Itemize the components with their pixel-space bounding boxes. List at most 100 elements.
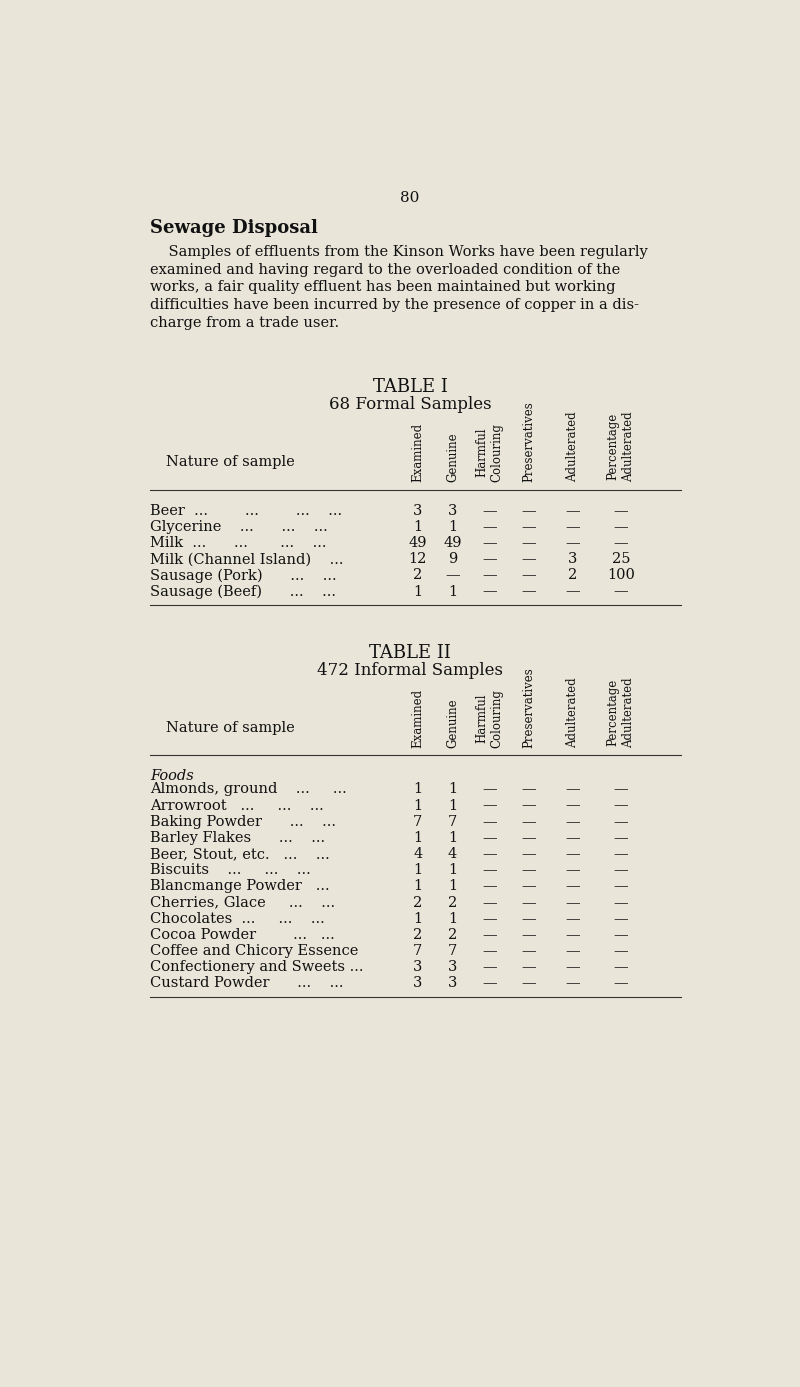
Text: Preservatives: Preservatives: [522, 667, 535, 748]
Text: 1: 1: [448, 911, 457, 925]
Text: 2: 2: [413, 569, 422, 583]
Text: —: —: [566, 976, 580, 990]
Text: —: —: [614, 503, 628, 517]
Text: —: —: [566, 814, 580, 829]
Text: —: —: [614, 584, 628, 599]
Text: 9: 9: [448, 552, 458, 566]
Text: —: —: [566, 879, 580, 893]
Text: —: —: [482, 569, 497, 583]
Text: 49: 49: [443, 535, 462, 551]
Text: —: —: [522, 911, 536, 925]
Text: —: —: [614, 799, 628, 813]
Text: 25: 25: [611, 552, 630, 566]
Text: 3: 3: [413, 976, 422, 990]
Text: 1: 1: [448, 520, 457, 534]
Text: 2: 2: [448, 896, 458, 910]
Text: Milk (Channel Island)    ...: Milk (Channel Island) ...: [150, 552, 344, 566]
Text: —: —: [522, 831, 536, 845]
Text: 1: 1: [413, 911, 422, 925]
Text: 7: 7: [448, 814, 458, 829]
Text: —: —: [566, 863, 580, 878]
Text: 3: 3: [448, 976, 458, 990]
Text: 7: 7: [413, 945, 422, 958]
Text: —: —: [566, 928, 580, 942]
Text: Baking Powder      ...    ...: Baking Powder ... ...: [150, 814, 336, 829]
Text: 1: 1: [413, 782, 422, 796]
Text: —: —: [522, 896, 536, 910]
Text: Sausage (Pork)      ...    ...: Sausage (Pork) ... ...: [150, 569, 337, 583]
Text: 2: 2: [568, 569, 578, 583]
Text: Harmful
Colouring: Harmful Colouring: [476, 423, 504, 483]
Text: difficulties have been incurred by the presence of copper in a dis-: difficulties have been incurred by the p…: [150, 298, 639, 312]
Text: Genuine: Genuine: [446, 698, 459, 748]
Text: —: —: [522, 782, 536, 796]
Text: —: —: [522, 814, 536, 829]
Text: —: —: [522, 847, 536, 861]
Text: —: —: [522, 552, 536, 566]
Text: 2: 2: [413, 896, 422, 910]
Text: Cocoa Powder        ...   ...: Cocoa Powder ... ...: [150, 928, 335, 942]
Text: —: —: [482, 520, 497, 534]
Text: —: —: [522, 863, 536, 878]
Text: —: —: [614, 896, 628, 910]
Text: —: —: [614, 847, 628, 861]
Text: —: —: [614, 976, 628, 990]
Text: —: —: [482, 976, 497, 990]
Text: Harmful
Colouring: Harmful Colouring: [476, 689, 504, 748]
Text: —: —: [482, 814, 497, 829]
Text: 12: 12: [409, 552, 427, 566]
Text: Beer, Stout, etc.   ...    ...: Beer, Stout, etc. ... ...: [150, 847, 330, 861]
Text: —: —: [566, 535, 580, 551]
Text: 68 Formal Samples: 68 Formal Samples: [329, 395, 491, 413]
Text: —: —: [614, 831, 628, 845]
Text: 1: 1: [448, 879, 457, 893]
Text: 2: 2: [413, 928, 422, 942]
Text: Cherries, Glace     ...    ...: Cherries, Glace ... ...: [150, 896, 335, 910]
Text: —: —: [522, 584, 536, 599]
Text: Foods: Foods: [150, 768, 194, 782]
Text: —: —: [614, 782, 628, 796]
Text: —: —: [566, 503, 580, 517]
Text: 4: 4: [413, 847, 422, 861]
Text: Nature of sample: Nature of sample: [166, 721, 294, 735]
Text: —: —: [482, 782, 497, 796]
Text: 1: 1: [413, 520, 422, 534]
Text: 472 Informal Samples: 472 Informal Samples: [317, 662, 503, 678]
Text: —: —: [482, 799, 497, 813]
Text: —: —: [614, 879, 628, 893]
Text: 3: 3: [448, 503, 458, 517]
Text: 1: 1: [413, 799, 422, 813]
Text: 3: 3: [568, 552, 578, 566]
Text: Adulterated: Adulterated: [566, 412, 579, 483]
Text: Chocolates  ...     ...    ...: Chocolates ... ... ...: [150, 911, 325, 925]
Text: —: —: [482, 535, 497, 551]
Text: —: —: [614, 945, 628, 958]
Text: Glycerine    ...      ...    ...: Glycerine ... ... ...: [150, 520, 328, 534]
Text: —: —: [522, 535, 536, 551]
Text: Custard Powder      ...    ...: Custard Powder ... ...: [150, 976, 344, 990]
Text: —: —: [566, 847, 580, 861]
Text: 1: 1: [413, 863, 422, 878]
Text: 100: 100: [607, 569, 634, 583]
Text: Adulterated: Adulterated: [566, 677, 579, 748]
Text: Biscuits    ...     ...    ...: Biscuits ... ... ...: [150, 863, 311, 878]
Text: —: —: [482, 584, 497, 599]
Text: —: —: [522, 976, 536, 990]
Text: Confectionery and Sweets ...: Confectionery and Sweets ...: [150, 960, 364, 974]
Text: —: —: [482, 896, 497, 910]
Text: 3: 3: [413, 503, 422, 517]
Text: Examined: Examined: [411, 689, 424, 748]
Text: —: —: [566, 945, 580, 958]
Text: —: —: [482, 928, 497, 942]
Text: —: —: [566, 896, 580, 910]
Text: Almonds, ground    ...     ...: Almonds, ground ... ...: [150, 782, 347, 796]
Text: TABLE II: TABLE II: [369, 644, 451, 662]
Text: 80: 80: [400, 191, 420, 205]
Text: Arrowroot   ...     ...    ...: Arrowroot ... ... ...: [150, 799, 324, 813]
Text: Sausage (Beef)      ...    ...: Sausage (Beef) ... ...: [150, 584, 336, 599]
Text: Beer  ...        ...        ...    ...: Beer ... ... ... ...: [150, 503, 342, 517]
Text: 1: 1: [413, 831, 422, 845]
Text: —: —: [482, 503, 497, 517]
Text: 7: 7: [448, 945, 458, 958]
Text: —: —: [566, 960, 580, 974]
